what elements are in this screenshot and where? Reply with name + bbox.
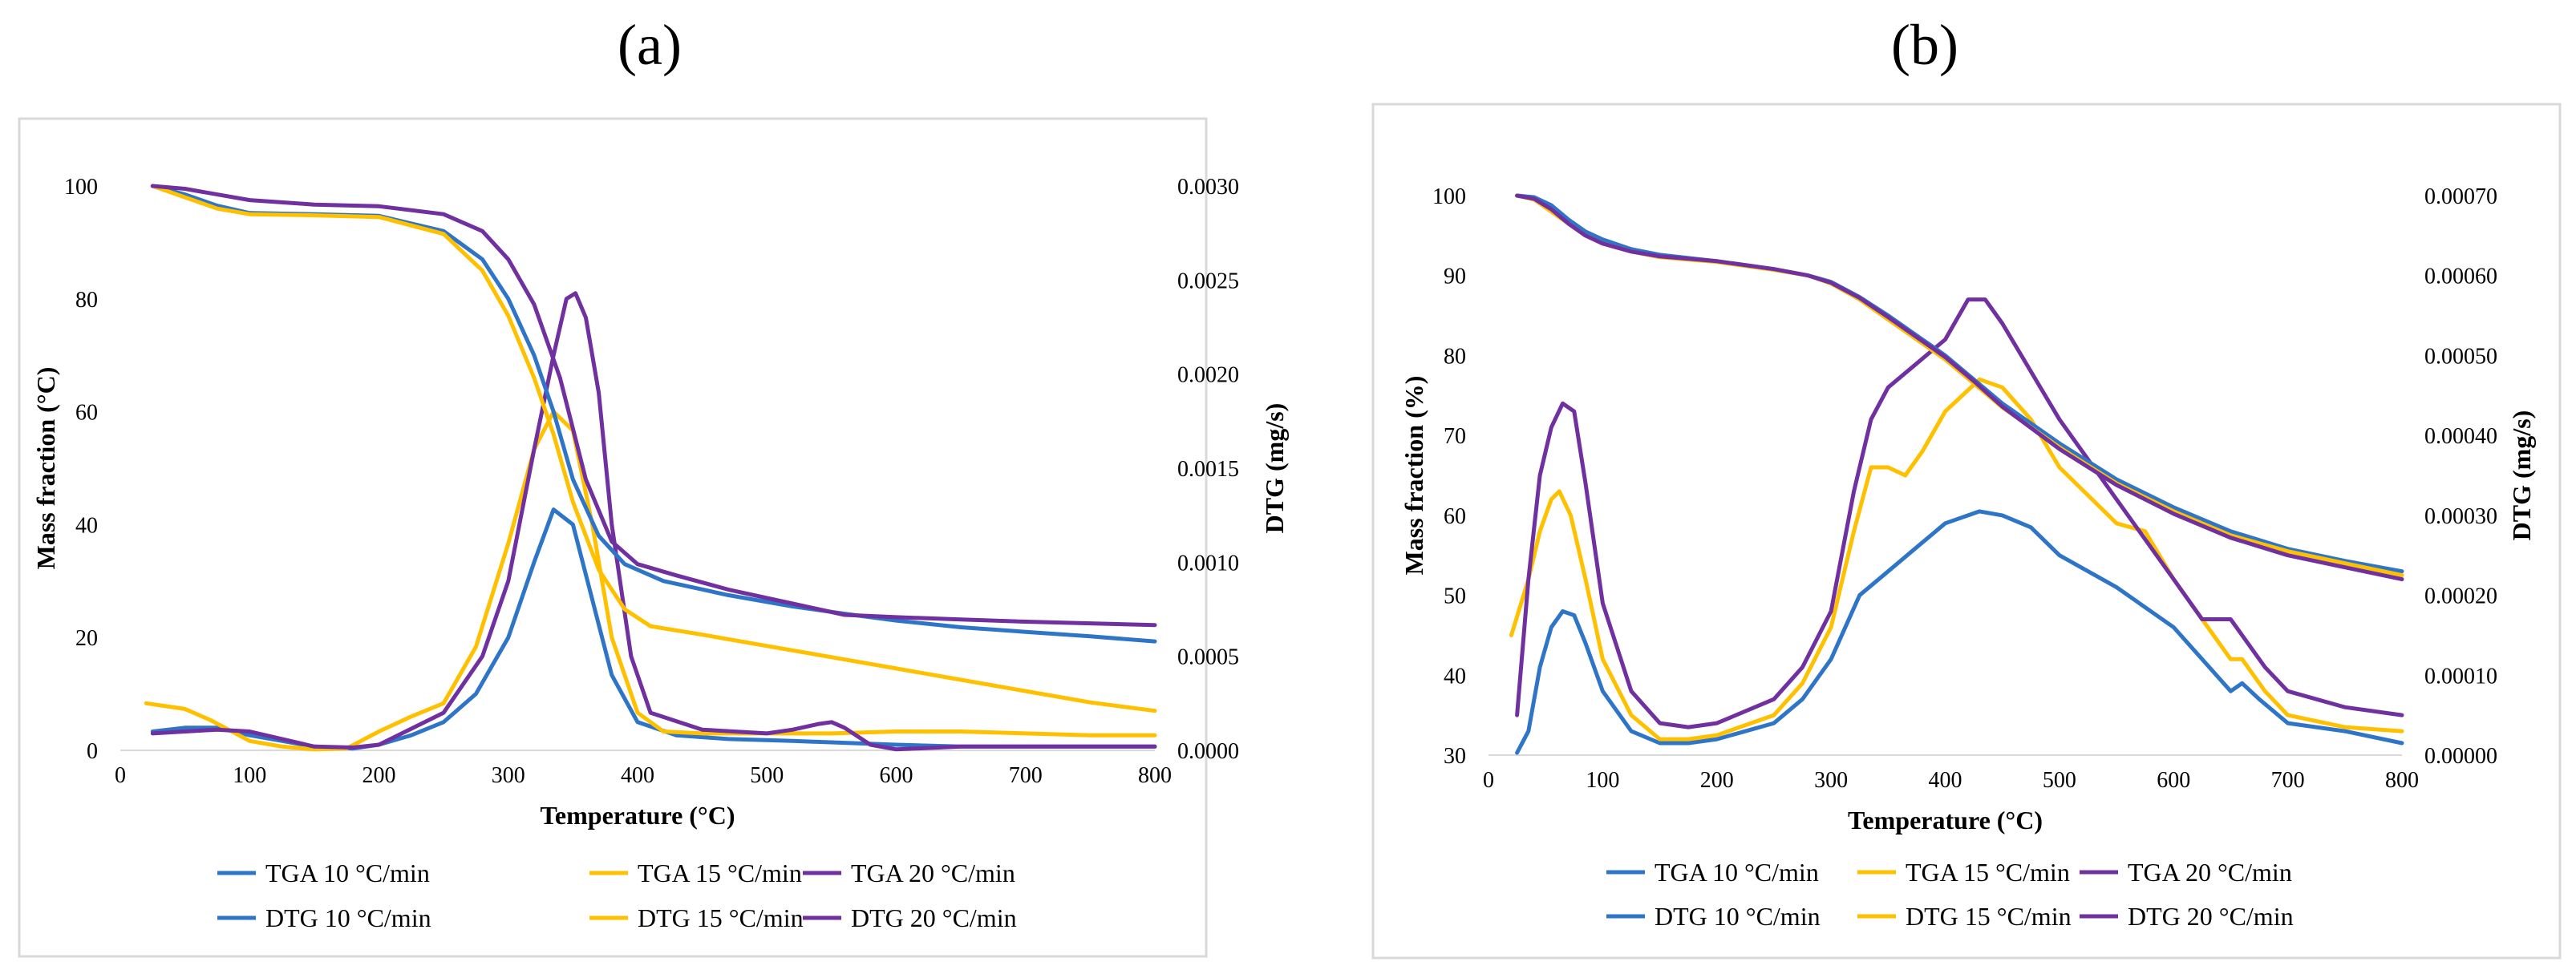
panel-b-tga-20-series [1515, 193, 2404, 582]
panel-b-x-axis-title: Temperature (°C) [1848, 806, 2043, 835]
panel-b-y2-tick-label: 0.00070 [2424, 184, 2497, 209]
panel-a-legend-label: DTG 20 °C/min [851, 903, 1017, 932]
panel-b-x-tick-label: 0 [1483, 768, 1494, 793]
panel-a-tga-15-series [150, 184, 1157, 713]
panel-a-x-tick-label: 500 [750, 763, 784, 788]
panel-b-y2-tick-label: 0.00020 [2424, 584, 2497, 609]
panel-a-label: (a) [618, 13, 682, 77]
panel-b-dtg-10-series [1515, 509, 2404, 755]
panel-b-dtg-20-series [1515, 297, 2404, 729]
panel-b-x-tick-label: 800 [2385, 768, 2419, 793]
panel-b-x-tick-label: 100 [1586, 768, 1619, 793]
panel-a-legend-label: DTG 15 °C/min [638, 903, 804, 932]
panel-b-y2-tick-label: 0.00030 [2424, 504, 2497, 529]
panel-a-y-tick-label: 80 [75, 288, 98, 313]
panel-a-legend-label: DTG 10 °C/min [265, 903, 431, 932]
panel-b-y-tick-label: 60 [1444, 504, 1466, 529]
panel-a-legend-label: TGA 15 °C/min [638, 859, 802, 887]
panel-b-y-tick-label: 80 [1444, 344, 1466, 369]
panel-b-legend-label: DTG 20 °C/min [2128, 902, 2294, 931]
panel-b-y-tick-label: 30 [1444, 744, 1466, 769]
panel-a-dtg-20-series [150, 291, 1157, 752]
panel-a-legend-label: TGA 20 °C/min [851, 859, 1015, 887]
panel-a-x-tick-label: 300 [492, 763, 525, 788]
panel-b-y-tick-label: 90 [1444, 265, 1466, 289]
panel-a-y2-tick-label: 0.0005 [1177, 645, 1239, 670]
panel-a-x-tick-label: 400 [621, 763, 654, 788]
panel-a-x-tick-label: 200 [363, 763, 396, 788]
panel-a-y2-tick-label: 0.0030 [1177, 175, 1239, 200]
panel-a-x-tick-label: 0 [115, 763, 126, 788]
panel-a-y-axis-title: Mass fraction (°C) [31, 367, 60, 570]
panel-a-y2-tick-label: 0.0020 [1177, 363, 1239, 388]
panel-a-y-tick-label: 20 [75, 626, 98, 651]
panel-a-x-tick-label: 800 [1138, 763, 1172, 788]
panel-b-dtg-15-series [1509, 377, 2404, 742]
panel-b-y2-axis-title: DTG (mg/s) [2507, 410, 2536, 541]
panel-b-legend-label: DTG 10 °C/min [1655, 902, 1821, 931]
panel-b-y2-tick-label: 0.00050 [2424, 344, 2497, 369]
panel-b-y-tick-label: 40 [1444, 664, 1466, 689]
panel-b-x-tick-label: 300 [1814, 768, 1848, 793]
panel-b-legend-label: TGA 20 °C/min [2128, 858, 2292, 887]
panel-a-x-tick-label: 700 [1009, 763, 1043, 788]
panel-a-y2-tick-label: 0.0015 [1177, 457, 1239, 482]
panel-b-y2-tick-label: 0.00040 [2424, 424, 2497, 449]
panel-b-legend-label: TGA 10 °C/min [1655, 858, 1819, 887]
panel-b-y-tick-label: 70 [1444, 424, 1466, 449]
panel-b-chart-frame [1371, 103, 2562, 960]
panel-b-x-tick-label: 400 [1929, 768, 1962, 793]
panel-b-legend-label: DTG 15 °C/min [1906, 902, 2072, 931]
panel-a-x-axis-title: Temperature (°C) [541, 801, 735, 830]
panel-b-legend-label: TGA 15 °C/min [1906, 858, 2070, 887]
panel-a-y-tick-label: 0 [87, 739, 98, 764]
panel-b-y-axis-title: Mass fraction (%) [1399, 376, 1428, 576]
panel-a-y2-tick-label: 0.0025 [1177, 269, 1239, 293]
panel-a-y2-axis-title: DTG (mg/s) [1260, 403, 1289, 534]
panel-b-x-tick-label: 200 [1700, 768, 1734, 793]
panel-b-x-tick-label: 500 [2043, 768, 2076, 793]
panel-b-x-tick-label: 600 [2157, 768, 2190, 793]
panel-a-x-tick-label: 600 [880, 763, 913, 788]
panel-a-y2-tick-label: 0.0010 [1177, 551, 1239, 576]
panel-a-y-tick-label: 100 [64, 175, 98, 200]
panel-b-x-tick-label: 700 [2271, 768, 2305, 793]
panel-b-y-tick-label: 50 [1444, 584, 1466, 609]
panel-a-tga-20-series [150, 184, 1157, 628]
panel-a-x-tick-label: 100 [233, 763, 266, 788]
panel-b-y2-tick-label: 0.00060 [2424, 265, 2497, 289]
panel-a-y2-tick-label: 0.0000 [1177, 739, 1239, 764]
panel-b-label: (b) [1891, 13, 1958, 77]
panel-a-y-tick-label: 40 [75, 513, 98, 538]
panel-a-y-tick-label: 60 [75, 401, 98, 426]
panel-b-y-tick-label: 100 [1432, 184, 1466, 209]
panel-b-y2-tick-label: 0.00000 [2424, 744, 2497, 769]
panel-b-y2-tick-label: 0.00010 [2424, 664, 2497, 689]
panel-a-chart: (a) 0 100 200 300 400 500 600 700 800 0 20 40 60 80 100… [18, 13, 1289, 958]
panel-a-legend-label: TGA 10 °C/min [265, 859, 430, 887]
panel-b-chart: (b) 0 100 200 300 400 500 600 700 800 30 40 50 60 70 80… [1371, 13, 2562, 960]
